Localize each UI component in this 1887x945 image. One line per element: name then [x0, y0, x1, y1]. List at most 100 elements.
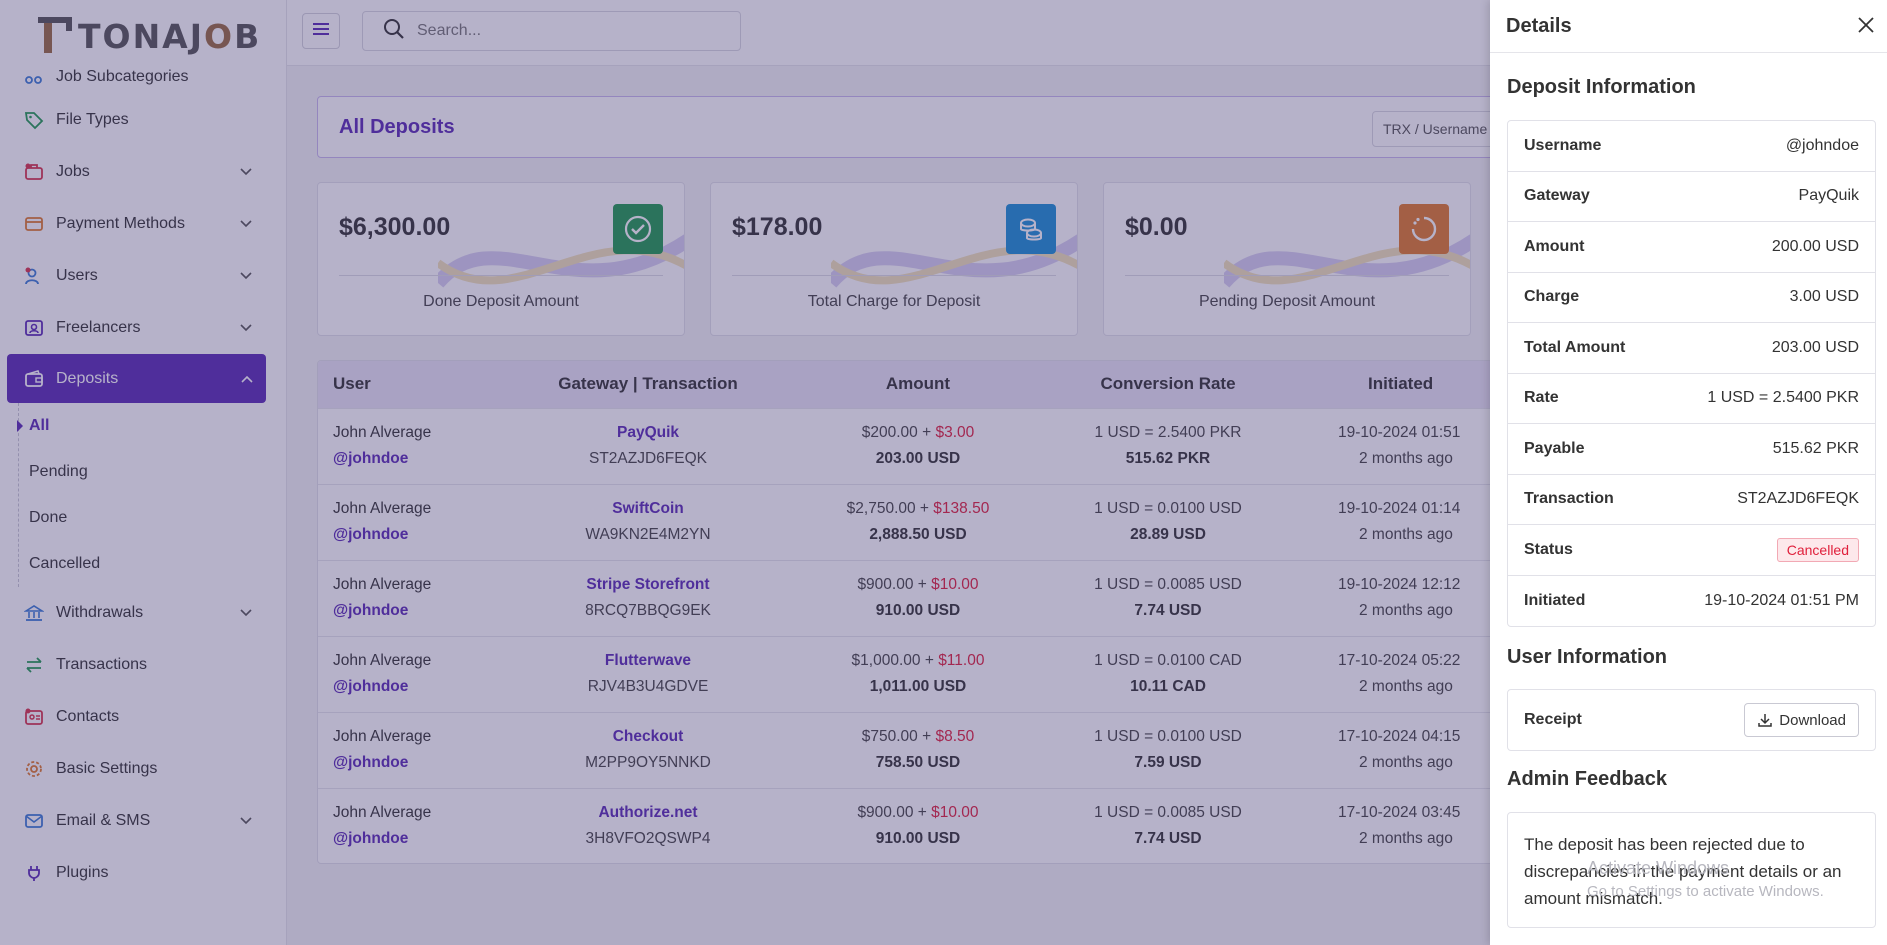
- info-row-gateway: Gateway PayQuik: [1508, 172, 1875, 222]
- payable-value: 7.59 USD: [1134, 754, 1202, 771]
- bank-icon: [24, 603, 44, 623]
- divider: [339, 275, 663, 276]
- column-header-user[interactable]: User: [333, 374, 371, 394]
- info-row-username: Username @johndoe: [1508, 121, 1875, 172]
- table-row[interactable]: John Alverage @johndoe Checkout M2PP9OY5NNK…: [318, 712, 1616, 788]
- user-handle-link[interactable]: @johndoe: [333, 526, 409, 543]
- charge-value: $10.00: [931, 804, 979, 822]
- info-row-total-amount: Total Amount 203.00 USD: [1508, 323, 1875, 374]
- info-value: 19-10-2024 01:51 PM: [1704, 591, 1859, 609]
- divider: [732, 275, 1056, 276]
- gateway-name: SwiftCoin: [612, 500, 684, 517]
- amount-cell: $900.00 + $10.00 910.00 USD: [798, 560, 1038, 636]
- subnav-item-pending[interactable]: Pending: [29, 463, 88, 480]
- table-row[interactable]: John Alverage @johndoe SwiftCoin WA9KN2E4M2…: [318, 484, 1616, 560]
- initiated-date: 19-10-2024 01:14: [1338, 500, 1461, 517]
- gateway-cell: Checkout M2PP9OY5NNKD: [498, 712, 798, 788]
- receipt-row: Receipt Download: [1508, 690, 1875, 750]
- user-handle-link[interactable]: @johndoe: [333, 602, 409, 619]
- search-input[interactable]: [417, 22, 717, 40]
- subnav-item-all[interactable]: All: [17, 403, 286, 449]
- info-row-initiated: Initiated 19-10-2024 01:51 PM: [1508, 576, 1875, 627]
- menu-toggle-button[interactable]: [302, 13, 340, 49]
- info-value: @johndoe: [1785, 136, 1859, 154]
- conversion-rate: 1 USD = 0.0085 USD: [1094, 576, 1242, 593]
- sidebar-item-basic-settings[interactable]: Basic Settings: [0, 743, 286, 795]
- amount-value: $900.00: [857, 576, 914, 593]
- sidebar-item-freelancers[interactable]: Freelancers: [0, 302, 286, 354]
- sidebar-item-plugins[interactable]: Plugins: [0, 847, 286, 899]
- stat-caption: Pending Deposit Amount: [1198, 293, 1376, 310]
- brand-logo[interactable]: TONAJOB: [36, 10, 261, 62]
- column-header-amount[interactable]: Amount: [885, 374, 951, 394]
- conversion-rate: 1 USD = 0.0100 USD: [1094, 500, 1242, 517]
- column-header-initiated[interactable]: Initiated: [1368, 374, 1434, 394]
- download-button[interactable]: Download: [1744, 703, 1859, 737]
- table-row[interactable]: John Alverage @johndoe PayQuik ST2AZJD6FEQK…: [318, 408, 1616, 484]
- details-header: Details: [1490, 0, 1887, 53]
- rate-cell: 1 USD = 0.0100 USD 28.89 USD: [1038, 484, 1298, 560]
- search-icon: [383, 18, 405, 45]
- payable-value: 10.11 CAD: [1130, 678, 1206, 695]
- table-row[interactable]: John Alverage @johndoe Authorize.net 3H8VFO…: [318, 788, 1616, 863]
- table-header-row: User Gateway | Transaction Amount Conver…: [318, 361, 1616, 408]
- charge-value: $3.00: [935, 424, 975, 441]
- sidebar-item-payment-methods[interactable]: Payment Methods: [0, 198, 286, 250]
- subnav-item-cancelled[interactable]: Cancelled: [29, 555, 101, 572]
- caret-right-icon: [17, 420, 23, 432]
- initiated-ago: 2 months ago: [1359, 526, 1453, 543]
- user-handle-link[interactable]: @johndoe: [333, 754, 409, 771]
- initiated-date: 17-10-2024 03:45: [1338, 804, 1461, 822]
- sidebar-item-email-sms[interactable]: Email & SMS: [0, 795, 286, 847]
- freelancer-icon: [24, 318, 44, 338]
- amount-cell: $2,750.00 + $138.50 2,888.50 USD: [798, 484, 1038, 560]
- plug-icon: [24, 863, 44, 883]
- stat-amount: $6,300.00: [339, 213, 451, 241]
- sidebar-item-job-subcategories[interactable]: Job Subcategories: [0, 60, 286, 94]
- sidebar-item-contacts[interactable]: Contacts: [0, 691, 286, 743]
- info-row-payable: Payable 515.62 PKR: [1508, 424, 1875, 475]
- card-decoration: [1224, 234, 1470, 288]
- user-info-list: Receipt Download: [1507, 689, 1876, 751]
- info-row-rate: Rate 1 USD = 2.5400 PKR: [1508, 374, 1875, 424]
- wallet-icon: [24, 369, 44, 389]
- sidebar-item-deposits[interactable]: Deposits: [7, 354, 266, 403]
- transaction-id: 8RCQ7BBQG9EK: [585, 602, 711, 619]
- sidebar-item-users[interactable]: Users: [0, 250, 286, 302]
- user-handle-link[interactable]: @johndoe: [333, 830, 409, 848]
- subnav-item-done[interactable]: Done: [29, 509, 68, 526]
- close-icon[interactable]: [1853, 12, 1879, 38]
- sidebar-item-transactions[interactable]: Transactions: [0, 639, 286, 691]
- info-row-transaction: Transaction ST2AZJD6FEQK: [1508, 475, 1875, 525]
- details-title: Details: [1506, 14, 1572, 37]
- user-handle-link[interactable]: @johndoe: [333, 450, 409, 467]
- card-decoration: [438, 234, 684, 288]
- chevron-down-icon: [239, 217, 253, 231]
- info-row-status: Status Cancelled: [1508, 525, 1875, 576]
- sidebar-item-withdrawals[interactable]: Withdrawals: [0, 587, 286, 639]
- chevron-down-icon: [239, 269, 253, 283]
- rate-cell: 1 USD = 0.0085 USD 7.74 USD: [1038, 788, 1298, 863]
- spinner-icon: [1399, 204, 1449, 254]
- user-handle-link[interactable]: @johndoe: [333, 678, 409, 695]
- gateway-name: Flutterwave: [604, 652, 692, 669]
- amount-cell: $1,000.00 + $11.00 1,011.00 USD: [798, 636, 1038, 712]
- column-header-conversion-rate[interactable]: Conversion Rate: [1100, 374, 1236, 394]
- amount-value: $200.00: [861, 424, 918, 441]
- deposits-subnav: All Pending Done Cancelled: [17, 403, 286, 587]
- user-cell: John Alverage @johndoe: [318, 560, 498, 636]
- brand-name: TONAJOB: [78, 16, 262, 56]
- briefcase-icon: [24, 162, 44, 182]
- payable-value: 7.74 USD: [1134, 830, 1202, 848]
- gateway-cell: Flutterwave RJV4B3U4GDVE: [498, 636, 798, 712]
- exchange-icon: [24, 655, 44, 675]
- column-header-gateway[interactable]: Gateway | Transaction: [558, 374, 738, 394]
- stat-card-done-deposit: $6,300.00 Done Deposit Amount: [317, 182, 685, 336]
- table-row[interactable]: John Alverage @johndoe Flutterwave RJV4B3U4…: [318, 636, 1616, 712]
- initiated-cell: 19-10-2024 12:12 2 months ago: [1298, 560, 1616, 636]
- sidebar-item-jobs[interactable]: Jobs: [0, 146, 286, 198]
- table-row[interactable]: John Alverage @johndoe Stripe Storefront 8R…: [318, 560, 1616, 636]
- sidebar-item-file-types[interactable]: File Types: [0, 94, 286, 146]
- grid-icon: [24, 67, 44, 87]
- download-icon: [1757, 712, 1773, 728]
